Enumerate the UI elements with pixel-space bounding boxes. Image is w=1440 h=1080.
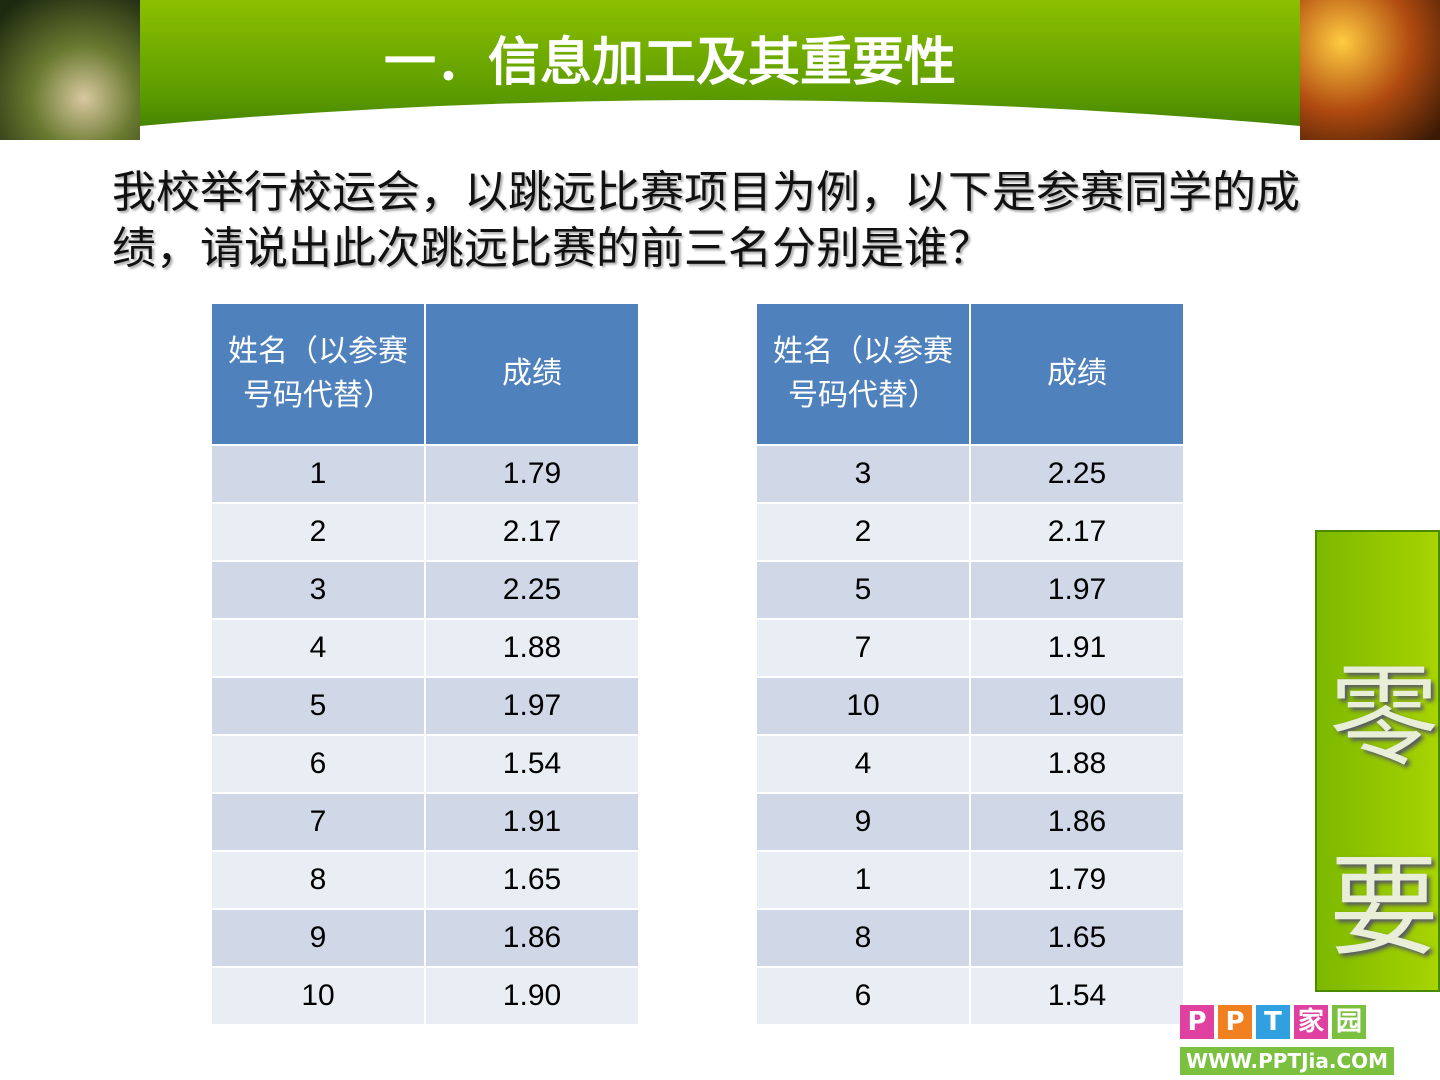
table-row: 3 2.25	[755, 444, 1185, 504]
table-cell: 8	[210, 850, 426, 910]
table-row: 1 1.79	[755, 850, 1185, 910]
table-cell: 2	[210, 502, 426, 562]
table-cell: 4	[210, 618, 426, 678]
header-row: 姓名（以参赛号码代替） 成绩	[755, 302, 1185, 446]
table-cell: 2	[755, 502, 971, 562]
table-cell: 6	[210, 734, 426, 794]
table-cell: 1.97	[424, 676, 640, 736]
table-cell: 1.86	[424, 908, 640, 968]
table-row: 7 1.91	[755, 618, 1185, 678]
logo-letter: P	[1180, 1005, 1214, 1039]
table-row: 8 1.65	[210, 850, 640, 910]
table-cell: 5	[755, 560, 971, 620]
table-cell: 9	[755, 792, 971, 852]
table-row: 9 1.86	[210, 908, 640, 968]
table-cell: 1	[210, 444, 426, 504]
table-cell: 8	[755, 908, 971, 968]
table-row: 2 2.17	[755, 502, 1185, 562]
table-row: 10 1.90	[755, 676, 1185, 736]
table-cell: 2.25	[969, 444, 1185, 504]
table-cell: 1.86	[969, 792, 1185, 852]
table-cell: 1.65	[424, 850, 640, 910]
column-header: 成绩	[969, 302, 1185, 446]
table-cell: 1.65	[969, 908, 1185, 968]
table-cell: 4	[755, 734, 971, 794]
table-cell: 2.17	[969, 502, 1185, 562]
header-row: 姓名（以参赛号码代替） 成绩	[210, 302, 640, 446]
logo-letter: T	[1256, 1005, 1290, 1039]
table-cell: 1.90	[969, 676, 1185, 736]
side-char: 要	[1329, 843, 1439, 971]
table-cell: 1.91	[969, 618, 1185, 678]
logo-letter: 园	[1332, 1005, 1366, 1039]
column-header: 成绩	[424, 302, 640, 446]
table-cell: 3	[210, 560, 426, 620]
table-cell: 1	[755, 850, 971, 910]
table-row: 4 1.88	[755, 734, 1185, 794]
table-cell: 6	[755, 966, 971, 1026]
logo-letter: 家	[1294, 1005, 1328, 1039]
column-header: 姓名（以参赛号码代替）	[210, 302, 426, 446]
table-row: 5 1.97	[210, 676, 640, 736]
side-char: 零	[1329, 653, 1439, 781]
table-cell: 1.90	[424, 966, 640, 1026]
table-row: 9 1.86	[755, 792, 1185, 852]
table-cell: 7	[755, 618, 971, 678]
intro-text: 我校举行校运会，以跳远比赛项目为例，以下是参赛同学的成绩，请说出此次跳远比赛的前…	[112, 167, 1300, 274]
table-cell: 10	[210, 966, 426, 1026]
table-row: 7 1.91	[210, 792, 640, 852]
table-row: 1 1.79	[210, 444, 640, 504]
score-table: 姓名（以参赛号码代替） 成绩 1 1.79 2 2.17 3 2.25 4 1.88 5 1.97 6 1…	[210, 302, 640, 1026]
header-photo	[1300, 0, 1440, 140]
table-cell: 1.97	[969, 560, 1185, 620]
table-cell: 2.17	[424, 502, 640, 562]
table-cell: 1.79	[424, 444, 640, 504]
column-header: 姓名（以参赛号码代替）	[755, 302, 971, 446]
header-curve	[0, 100, 1440, 140]
table-row: 5 1.97	[755, 560, 1185, 620]
table-cell: 5	[210, 676, 426, 736]
table-cell: 1.79	[969, 850, 1185, 910]
slide-title: 一．信息加工及其重要性	[383, 33, 956, 93]
table-row: 8 1.65	[755, 908, 1185, 968]
table-cell: 3	[755, 444, 971, 504]
table-cell: 10	[755, 676, 971, 736]
table-cell: 1.88	[969, 734, 1185, 794]
table-row: 4 1.88	[210, 618, 640, 678]
table-cell: 1.91	[424, 792, 640, 852]
table-cell: 1.54	[969, 966, 1185, 1026]
table-row: 6 1.54	[210, 734, 640, 794]
table-row: 6 1.54	[755, 966, 1185, 1026]
header-photo	[0, 0, 140, 140]
table-row: 3 2.25	[210, 560, 640, 620]
logo-url: WWW.PPTJia.COM	[1180, 1047, 1395, 1075]
table-cell: 1.88	[424, 618, 640, 678]
table-cell: 2.25	[424, 560, 640, 620]
table-cell: 7	[210, 792, 426, 852]
table-cell: 9	[210, 908, 426, 968]
table-cell: 1.54	[424, 734, 640, 794]
side-panel: 零 要	[1315, 530, 1440, 992]
score-table: 姓名（以参赛号码代替） 成绩 3 2.25 2 2.17 5 1.97 7 1.91 10 1.90 4…	[755, 302, 1185, 1026]
logo-letter: P	[1218, 1005, 1252, 1039]
table-row: 2 2.17	[210, 502, 640, 562]
table-row: 10 1.90	[210, 966, 640, 1026]
